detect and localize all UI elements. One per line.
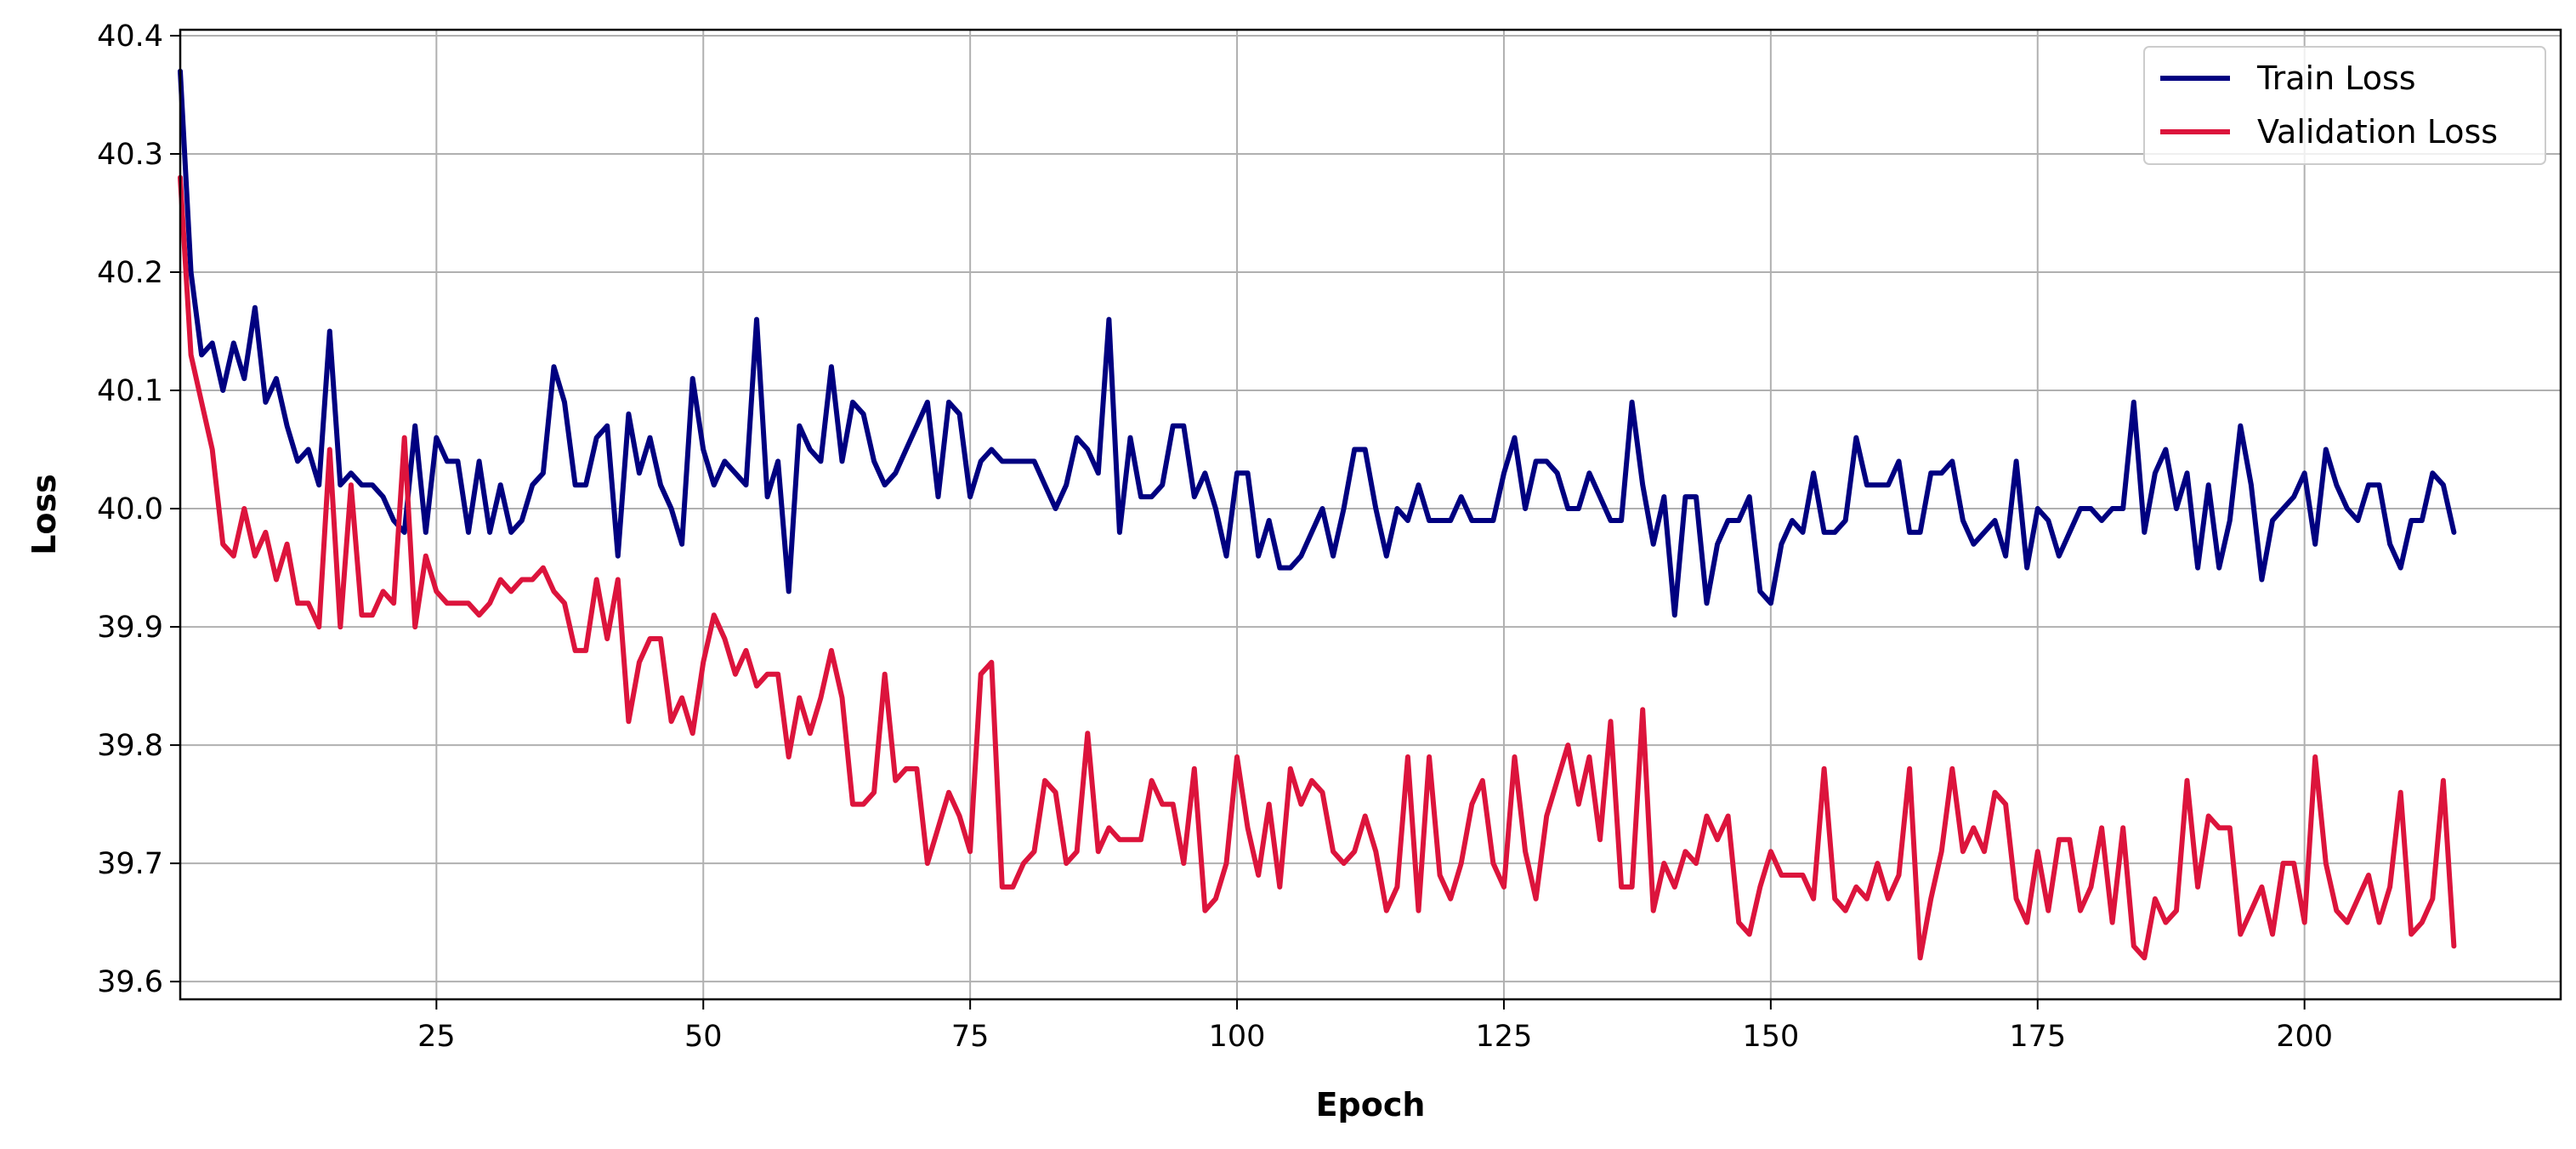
series-line-train-loss — [178, 68, 2457, 618]
x-tick-label-100: 100 — [1209, 1020, 1266, 1054]
y-tick-label-8: 40.4 — [97, 20, 163, 54]
x-tick-label-150: 150 — [1742, 1020, 1799, 1054]
plot-frame — [179, 28, 2562, 1001]
x-tick-label-175: 175 — [2009, 1020, 2066, 1054]
legend-box — [2143, 46, 2546, 165]
y-tick-label-3: 39.9 — [97, 611, 163, 645]
y-tick-label-4: 40.0 — [97, 492, 163, 526]
y-axis-title: Loss — [26, 474, 63, 555]
legend: Train Loss Validation Loss — [2143, 46, 2546, 165]
y-tick-label-6: 40.2 — [97, 256, 163, 290]
x-tick-label-25: 25 — [417, 1020, 456, 1054]
x-tick-label-50: 50 — [684, 1020, 723, 1054]
x-tick-label-200: 200 — [2276, 1020, 2333, 1054]
x-axis-title: Epoch — [1316, 1086, 1426, 1123]
x-tick-label-75: 75 — [951, 1020, 990, 1054]
y-tick-label-1: 39.7 — [97, 847, 163, 881]
legend-label-validation-loss: Validation Loss — [2257, 113, 2498, 151]
y-axis: 39.6 39.7 39.8 39.9 40.0 40.1 40.2 40.3 40.4 — [97, 20, 180, 999]
x-axis: 25 50 75 100 125 150 175 200 — [417, 999, 2333, 1054]
x-tick-label-125: 125 — [1476, 1020, 1533, 1054]
series-layer — [178, 68, 2457, 961]
series-line-validation-loss — [178, 174, 2457, 961]
y-tick-label-5: 40.1 — [97, 374, 163, 408]
y-tick-label-7: 40.3 — [97, 138, 163, 172]
legend-label-train-loss: Train Loss — [2256, 60, 2416, 97]
y-tick-label-2: 39.8 — [97, 729, 163, 763]
y-tick-label-0: 39.6 — [97, 965, 163, 999]
